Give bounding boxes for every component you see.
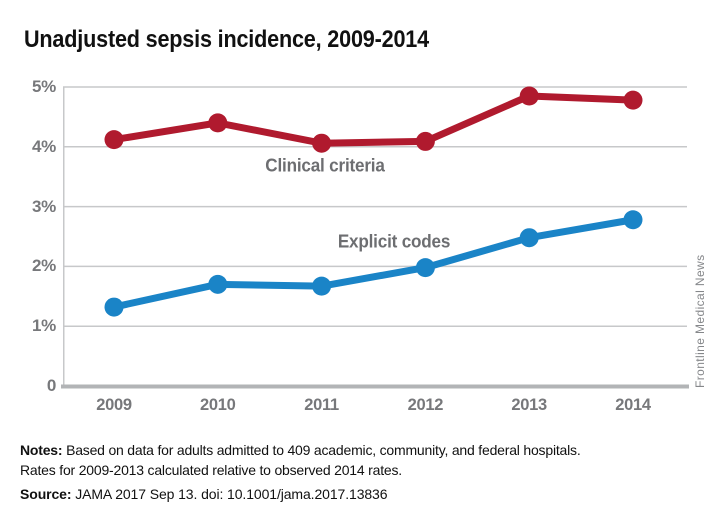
data-point-clinical-criteria-2010 xyxy=(208,113,228,133)
data-point-explicit-codes-2014 xyxy=(623,210,643,230)
data-point-clinical-criteria-2011 xyxy=(312,133,332,153)
data-point-clinical-criteria-2013 xyxy=(519,86,539,106)
x-tick-label-2010: 2010 xyxy=(200,396,236,414)
data-point-clinical-criteria-2009 xyxy=(104,130,124,150)
y-tick-label-2: 2% xyxy=(32,256,56,276)
series-line-clinical-criteria xyxy=(110,92,637,147)
notes-line-2: Rates for 2009-2013 calculated relative … xyxy=(20,462,402,478)
notes-prefix: Notes: xyxy=(20,442,63,458)
data-point-clinical-criteria-2014 xyxy=(623,90,643,110)
notes: Notes: Based on data for adults admitted… xyxy=(20,440,710,480)
notes-text-1: Based on data for adults admitted to 409… xyxy=(66,442,581,458)
notes-line-1: Notes: Based on data for adults admitted… xyxy=(20,440,710,460)
x-tick-label-2011: 2011 xyxy=(304,396,339,414)
series-label-explicit-codes: Explicit codes xyxy=(337,231,451,252)
plot-svg xyxy=(61,86,689,389)
data-point-explicit-codes-2011 xyxy=(312,276,332,296)
data-point-explicit-codes-2009 xyxy=(104,297,124,317)
x-tick-label-2013: 2013 xyxy=(511,396,547,414)
y-tick-label-5: 5% xyxy=(32,77,56,96)
source-line: Source: JAMA 2017 Sep 13. doi: 10.1001/j… xyxy=(20,484,710,504)
y-tick-label-3: 3% xyxy=(32,196,56,216)
y-tick-label-0: 0 xyxy=(46,376,56,395)
data-point-explicit-codes-2013 xyxy=(519,228,539,248)
y-tick-label-4: 4% xyxy=(32,136,56,156)
y-tick-label-1: 1% xyxy=(32,316,56,336)
chart-area: 5% 4% 3% 2% 1% 0 2009 2010 2011 2012 2013 2014 Cli… xyxy=(32,77,707,414)
data-point-explicit-codes-2012 xyxy=(415,258,435,278)
source-prefix: Source: xyxy=(20,486,72,502)
series-line-explicit-codes xyxy=(110,216,637,311)
x-tick-label-2009: 2009 xyxy=(96,396,132,414)
credit-vertical-text: Frontline Medical News xyxy=(693,254,707,388)
source-text: JAMA 2017 Sep 13. doi: 10.1001/jama.2017… xyxy=(75,486,388,502)
x-tick-label-2014: 2014 xyxy=(615,396,651,414)
data-point-explicit-codes-2010 xyxy=(208,274,228,294)
data-point-clinical-criteria-2012 xyxy=(415,131,435,151)
x-tick-label-2012: 2012 xyxy=(407,396,444,414)
series-label-clinical-criteria: Clinical criteria xyxy=(265,155,385,176)
chart-title: Unadjusted sepsis incidence, 2009-2014 xyxy=(24,26,429,53)
